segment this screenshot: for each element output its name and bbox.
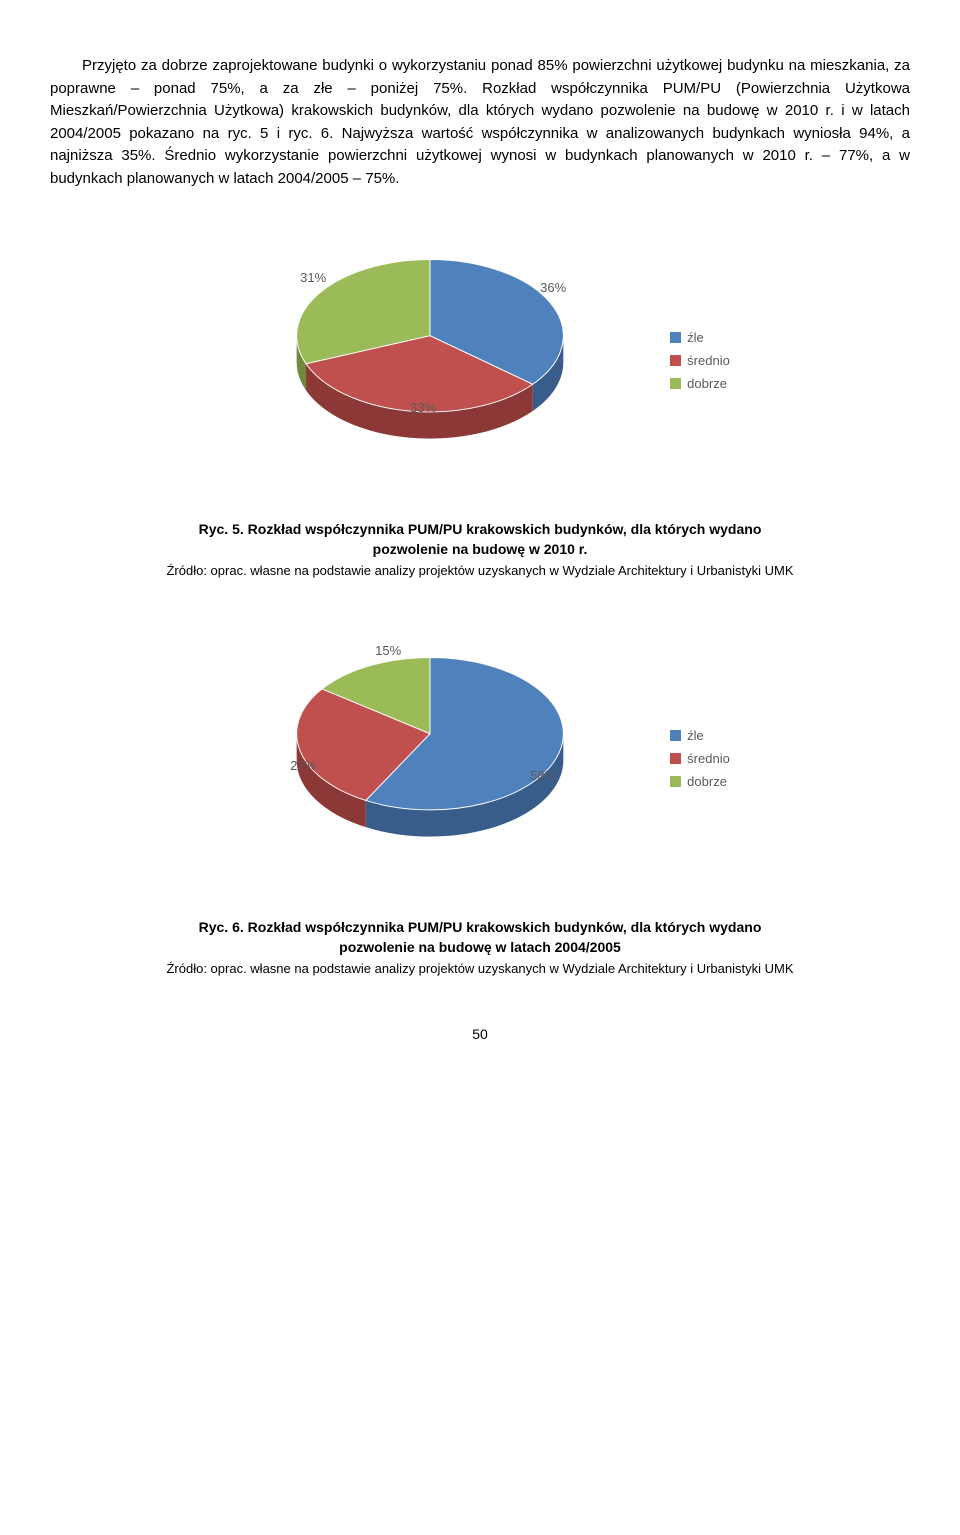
legend-swatch-dobrze bbox=[670, 378, 681, 389]
figure-6-source: Źródło: oprac. własne na podstawie anali… bbox=[50, 961, 910, 976]
legend-item: dobrze bbox=[670, 376, 730, 391]
pie2-label-dobrze: 15% bbox=[375, 643, 401, 658]
pie1-label-srednio: 33% bbox=[410, 400, 436, 415]
legend-label: średnio bbox=[687, 353, 730, 368]
pie-chart-1: 36% 33% 31% bbox=[230, 230, 630, 490]
legend-swatch-zle bbox=[670, 332, 681, 343]
chart-2-wrap: 58% 27% 15% źle średnio dobrze bbox=[50, 628, 910, 888]
intro-text: Przyjęto za dobrze zaprojektowane budynk… bbox=[50, 57, 910, 187]
figure-5-source: Źródło: oprac. własne na podstawie anali… bbox=[50, 563, 910, 578]
legend-label: dobrze bbox=[687, 376, 727, 391]
caption-line: Ryc. 5. Rozkład współczynnika PUM/PU kra… bbox=[199, 521, 762, 537]
caption-line: pozwolenie na budowę w latach 2004/2005 bbox=[339, 939, 621, 955]
pie-chart-2: 58% 27% 15% bbox=[230, 628, 630, 888]
legend-swatch-dobrze bbox=[670, 776, 681, 787]
legend-item: źle bbox=[670, 330, 730, 345]
legend-item: średnio bbox=[670, 353, 730, 368]
caption-line: Ryc. 6. Rozkład współczynnika PUM/PU kra… bbox=[199, 919, 762, 935]
legend-label: źle bbox=[687, 728, 704, 743]
legend-2: źle średnio dobrze bbox=[670, 728, 730, 789]
legend-swatch-zle bbox=[670, 730, 681, 741]
legend-swatch-srednio bbox=[670, 355, 681, 366]
figure-6-caption: Ryc. 6. Rozkład współczynnika PUM/PU kra… bbox=[50, 918, 910, 957]
pie2-label-zle: 58% bbox=[530, 768, 556, 783]
pie1-label-zle: 36% bbox=[540, 280, 566, 295]
legend-item: średnio bbox=[670, 751, 730, 766]
figure-5-caption: Ryc. 5. Rozkład współczynnika PUM/PU kra… bbox=[50, 520, 910, 559]
chart-1-wrap: 36% 33% 31% źle średnio dobrze bbox=[50, 230, 910, 490]
intro-paragraph: Przyjęto za dobrze zaprojektowane budynk… bbox=[50, 55, 910, 190]
pie2-label-srednio: 27% bbox=[290, 758, 316, 773]
legend-item: źle bbox=[670, 728, 730, 743]
legend-label: średnio bbox=[687, 751, 730, 766]
page-number: 50 bbox=[50, 1026, 910, 1042]
legend-1: źle średnio dobrze bbox=[670, 330, 730, 391]
caption-line: pozwolenie na budowę w 2010 r. bbox=[373, 541, 588, 557]
legend-item: dobrze bbox=[670, 774, 730, 789]
legend-label: źle bbox=[687, 330, 704, 345]
legend-swatch-srednio bbox=[670, 753, 681, 764]
legend-label: dobrze bbox=[687, 774, 727, 789]
pie1-label-dobrze: 31% bbox=[300, 270, 326, 285]
